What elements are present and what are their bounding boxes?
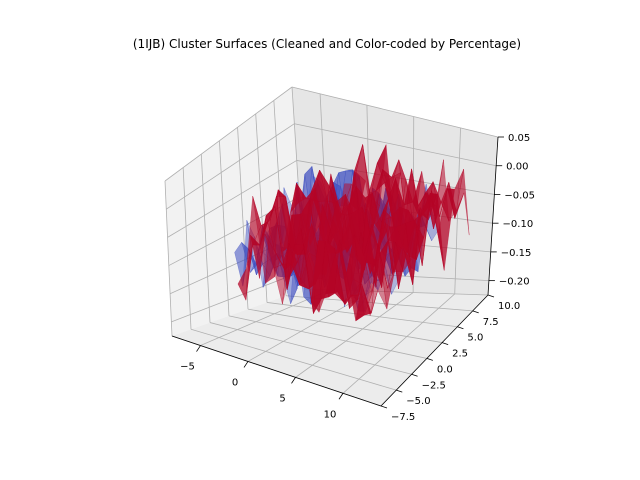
axes-lines [171,136,499,407]
chart-title: (1IJB) Cluster Surfaces (Cleaned and Col… [133,37,521,51]
y-tick-mark [442,342,449,345]
z-tick-label: 0.05 [508,133,530,144]
z-axis-line [487,136,499,296]
y-tick-label: −5.0 [406,396,430,407]
surface-facet [361,283,378,317]
z-tick-label: −0.15 [501,248,532,259]
y-tick-label: 10.0 [498,301,520,312]
grid-line-z [164,86,293,182]
y-tick-label: 5.0 [467,333,483,344]
y-tick-mark [396,389,403,393]
y-tick-mark [411,373,418,377]
x-tick-mark [338,393,344,400]
x-tick-label: 0 [232,377,238,388]
y-tick-label: 7.5 [483,317,499,328]
y-tick-mark [457,326,464,330]
grid-line-z [166,123,295,210]
tick-labels: −5 0 5 10 −7.5 −5.0 −2.5 0.0 2.5 5.07.5 10.0 −0.20 −… [180,133,535,423]
grid-line-y [219,140,230,316]
y-tick-label: −7.5 [391,412,415,423]
surfaces [234,143,470,322]
x-tick-mark [243,361,249,368]
y-tick-mark [487,294,495,298]
x-tick-mark [291,377,296,384]
y-tick-label: 2.5 [452,349,468,360]
x-tick-label: 5 [279,393,285,404]
grid-line-z [291,86,499,138]
y-tick-label: 0.0 [437,364,453,375]
z-tick-label: −0.20 [499,277,530,288]
grid-line-y [209,322,412,375]
grid-line-y [200,154,211,323]
x-tick-label: 10 [324,409,337,420]
grid-line-y [182,167,192,330]
y-tick-mark [380,405,388,409]
y-axis-line [380,294,489,407]
grid-line-z [167,160,297,238]
z-tick-label: 0.00 [506,162,528,173]
grid-line-z [294,123,497,167]
surface-series [237,143,470,322]
grid-line-x [342,293,455,394]
x-tick-label: −5 [180,362,195,373]
y-tick-label: −2.5 [422,380,446,391]
x-tick-mark [196,345,201,352]
grid-line-x [295,292,414,378]
z-tick-label: −0.10 [503,219,534,230]
y-tick-mark [426,358,433,361]
x-axis-line [171,335,382,407]
z-tick-label: −0.05 [504,190,535,201]
grid-line-y [228,315,427,359]
y-tick-mark [472,310,479,314]
grid-line-y [164,180,173,337]
grid-line-y [247,308,443,343]
grid-line-y [190,328,397,391]
